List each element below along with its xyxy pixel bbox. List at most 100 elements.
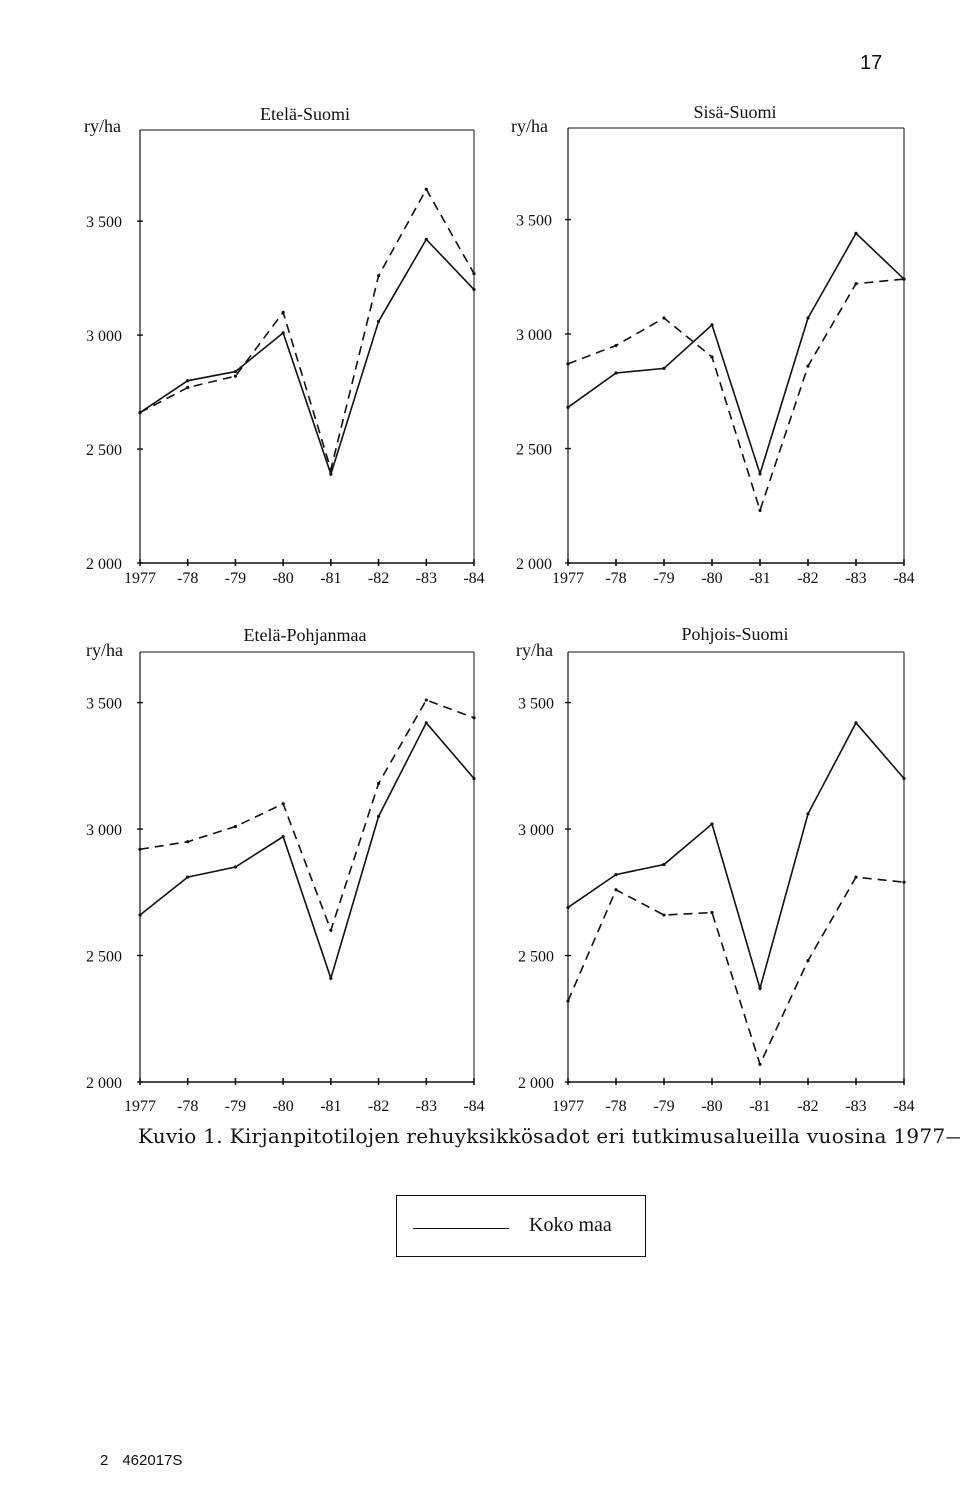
point-region (566, 999, 570, 1003)
x-tick-label: -84 (893, 1098, 914, 1115)
chart-title: Etelä-Pohjanmaa (244, 625, 367, 645)
x-tick-label: -82 (797, 570, 818, 587)
point-koko-maa (758, 472, 762, 476)
point-koko-maa (854, 231, 858, 235)
point-koko-maa (662, 366, 666, 370)
x-tick-label: -82 (797, 1098, 818, 1115)
x-tick-label: -82 (368, 1098, 389, 1115)
x-tick-label: -78 (177, 1098, 198, 1115)
x-tick-label: -83 (416, 570, 437, 587)
x-tick-label: -81 (749, 570, 770, 587)
y-tick-label: 2 500 (518, 949, 554, 966)
y-tick-label: 2 000 (518, 1075, 554, 1092)
point-koko-maa (854, 721, 858, 725)
series-line-koko-maa (139, 721, 475, 981)
point-region (281, 310, 285, 314)
x-tick-label: -78 (177, 570, 198, 587)
point-region (376, 274, 381, 278)
point-region (758, 1062, 762, 1066)
series-line-region (567, 876, 905, 1067)
figure-caption: Kuvio 1. Kirjanpitotilojen rehuyksikkösa… (138, 1124, 960, 1148)
x-tick-label: -84 (893, 570, 914, 587)
y-tick-label: 2 000 (86, 556, 122, 573)
series-line-region (139, 699, 475, 933)
chart-title: Etelä-Suomi (260, 104, 350, 124)
x-tick-label: -80 (272, 1098, 293, 1115)
x-tick-label: -81 (320, 1098, 341, 1115)
y-tick-label: 3 000 (86, 328, 122, 345)
x-tick-label: -84 (463, 1098, 484, 1115)
point-region (662, 913, 666, 917)
footer-sheet-number: 2 (100, 1452, 109, 1469)
x-tick-label: 1977 (552, 1098, 584, 1115)
point-koko-maa (806, 812, 810, 816)
point-koko-maa (710, 822, 714, 826)
y-tick-label: 3 000 (518, 822, 554, 839)
point-region (566, 362, 570, 366)
point-koko-maa (281, 835, 285, 839)
x-tick-label: -79 (225, 570, 246, 587)
point-koko-maa (138, 913, 142, 917)
x-tick-label: -80 (272, 570, 293, 587)
series-line-region (567, 278, 905, 513)
y-tick-label: 2 500 (516, 442, 552, 459)
series-line-region (139, 187, 475, 473)
point-region (329, 928, 333, 932)
footer-code: 2 462017S (100, 1452, 196, 1469)
point-koko-maa (329, 472, 333, 476)
point-region (376, 781, 381, 786)
point-region (138, 847, 142, 851)
point-region (854, 875, 858, 879)
y-tick-label: 2 000 (516, 556, 552, 573)
point-koko-maa (186, 875, 190, 879)
chart-title: Sisä-Suomi (693, 102, 776, 122)
point-koko-maa (281, 331, 285, 335)
point-region (186, 385, 190, 390)
y-tick-label: 3 500 (86, 214, 122, 231)
point-koko-maa (566, 405, 570, 409)
y-tick-label: 3 500 (518, 696, 554, 713)
x-tick-label: -81 (320, 570, 341, 587)
page-number: 17 (860, 52, 883, 74)
point-region (854, 282, 858, 286)
legend-solid-line-swatch (413, 1228, 509, 1229)
y-tick-label: 3 500 (86, 696, 122, 713)
point-region (424, 698, 428, 702)
series-line-koko-maa (567, 721, 905, 992)
x-tick-label: -83 (416, 1098, 437, 1115)
point-koko-maa (566, 905, 570, 910)
point-region (710, 355, 714, 359)
point-region (281, 802, 285, 806)
x-tick-label: -78 (605, 570, 626, 587)
x-tick-label: -83 (845, 570, 866, 587)
point-region (758, 508, 762, 512)
footer-print-code: 462017S (122, 1452, 183, 1469)
point-koko-maa (233, 865, 238, 869)
y-tick-label: 2 500 (86, 949, 122, 966)
point-region (186, 840, 190, 844)
y-tick-label: 2 500 (86, 442, 122, 459)
legend-box: Koko maa (396, 1195, 646, 1257)
point-region (902, 277, 906, 281)
y-axis-label: ry/ha (84, 116, 121, 136)
y-tick-label: 3 000 (516, 327, 552, 344)
point-koko-maa (662, 862, 666, 867)
x-tick-label: -79 (653, 570, 674, 587)
point-region (902, 880, 906, 884)
x-tick-label: -84 (463, 570, 484, 587)
x-tick-label: -81 (749, 1098, 770, 1115)
x-tick-label: -82 (368, 570, 389, 587)
x-tick-label: -78 (605, 1098, 626, 1115)
x-tick-label: -80 (701, 570, 722, 587)
series-line-koko-maa (567, 232, 905, 477)
point-koko-maa (614, 872, 618, 877)
point-region (662, 316, 666, 320)
point-koko-maa (186, 379, 190, 383)
point-region (138, 410, 142, 415)
point-koko-maa (233, 369, 238, 374)
point-koko-maa (902, 776, 906, 781)
x-tick-label: -80 (701, 1098, 722, 1115)
series-line-koko-maa (139, 238, 475, 477)
y-axis-label: ry/ha (511, 116, 548, 136)
point-region (233, 824, 238, 829)
